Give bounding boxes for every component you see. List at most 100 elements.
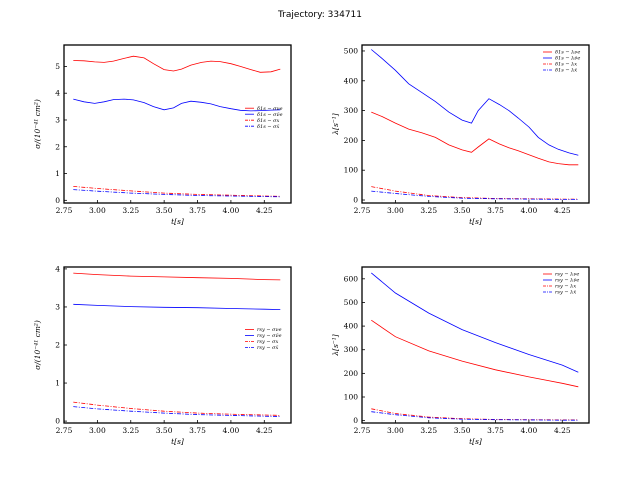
subplot-3: 2.75 3.00 3.25 3.50 3.75 4.00 4.25 0 1 2 3 4 t[s] σ/(… (33, 264, 292, 446)
subplot-1: 2.75 3.00 3.25 3.50 3.75 4.00 4.25 0 1 2 3 4 5 t[s] σ/… (33, 44, 292, 226)
subplot-2: 2.75 3.00 3.25 3.50 3.75 4.00 4.25 0 100 200 300 40… (331, 44, 590, 226)
y-tick-label: 400 (344, 76, 359, 85)
x-tick-label: 3.00 (89, 206, 106, 215)
series-line-4 (73, 406, 281, 417)
legend-label: rsy − σx̄ (257, 345, 279, 351)
legend-label: rsy − λνe (555, 272, 579, 278)
legend-label: δ1s − λx (555, 62, 577, 68)
y-tick-label: 100 (344, 166, 359, 175)
x-tick-label: 3.00 (387, 426, 404, 435)
y-tick-label: 0 (353, 196, 358, 205)
series-line-1 (371, 319, 579, 388)
series-line-2 (73, 303, 281, 310)
x-tick-label: 4.25 (554, 206, 571, 215)
axes-frame (63, 44, 292, 204)
legend-label: δ1s − λν̄e (555, 56, 580, 62)
x-tick-label: 2.75 (56, 206, 73, 215)
x-tick-label: 3.00 (387, 206, 404, 215)
y-tick-label: 2 (55, 341, 60, 350)
axes-frame (361, 44, 590, 204)
y-tick-label: 100 (344, 393, 359, 402)
x-axis-label: t[s] (171, 217, 184, 226)
series-line-1 (371, 111, 579, 166)
y-tick-label: 2 (55, 142, 60, 151)
x-tick-label: 2.75 (56, 426, 73, 435)
series-line-2 (371, 272, 579, 373)
y-tick-label: 3 (55, 115, 60, 124)
x-tick-label: 2.75 (354, 206, 371, 215)
x-tick-label: 4.25 (256, 206, 273, 215)
y-axis-label: σ/(10⁻⁴¹ cm²) (33, 99, 42, 149)
x-tick-label: 3.00 (89, 426, 106, 435)
legend-label: δ1s − σx̄ (257, 124, 280, 130)
x-tick-label: 3.50 (156, 426, 173, 435)
x-axis-label: t[s] (469, 217, 482, 226)
x-tick-label: 4.25 (554, 426, 571, 435)
y-tick-label: 600 (344, 274, 359, 283)
y-tick-label: 200 (344, 369, 359, 378)
y-axis-label: σ/(10⁻⁴¹ cm²) (33, 320, 42, 370)
axes-frame (361, 266, 590, 424)
y-tick-label: 5 (55, 62, 60, 71)
series-line-1 (73, 272, 281, 281)
x-tick-label: 3.75 (487, 206, 504, 215)
x-tick-label: 4.00 (223, 426, 240, 435)
series-line-3 (371, 186, 579, 200)
y-tick-label: 3 (55, 302, 60, 311)
legend-label: rsy − σx (257, 339, 279, 345)
legend-label: δ1s − σx (257, 118, 280, 124)
y-tick-label: 4 (55, 264, 60, 273)
legend-label: rsy − λx̄ (555, 290, 576, 296)
y-tick-label: 400 (344, 322, 359, 331)
y-axis-label: λ[s⁻¹] (331, 334, 340, 356)
y-tick-label: 0 (55, 196, 60, 205)
y-tick-label: 500 (344, 46, 359, 55)
legend-label: rsy − λx (555, 284, 576, 290)
x-tick-label: 3.75 (189, 206, 206, 215)
series-line-3 (371, 408, 579, 421)
x-tick-label: 4.00 (223, 206, 240, 215)
x-tick-label: 3.25 (122, 426, 139, 435)
x-tick-label: 2.75 (354, 426, 371, 435)
legend-label: δ1s − σνe (257, 106, 283, 112)
x-tick-label: 3.50 (454, 426, 471, 435)
legend-label: rsy − λν̄e (555, 278, 579, 284)
x-tick-label: 4.25 (256, 426, 273, 435)
x-axis-label: t[s] (469, 437, 482, 446)
y-tick-label: 4 (55, 89, 60, 98)
series-line-1 (73, 55, 281, 73)
y-tick-label: 1 (55, 169, 60, 178)
x-tick-label: 3.25 (122, 206, 139, 215)
legend-label: rsy − σνe (257, 327, 282, 333)
series-line-3 (73, 186, 281, 197)
x-tick-label: 3.25 (420, 206, 437, 215)
series-line-4 (371, 411, 579, 421)
y-tick-label: 0 (55, 417, 60, 426)
y-tick-label: 500 (344, 298, 359, 307)
x-tick-label: 3.25 (420, 426, 437, 435)
y-tick-label: 300 (344, 345, 359, 354)
legend-label: δ1s − σν̄e (257, 112, 283, 118)
series-line-4 (371, 190, 579, 200)
legend-label: δ1s − λνe (555, 50, 580, 56)
series-line-3 (73, 401, 281, 416)
x-tick-label: 4.00 (521, 426, 538, 435)
series-line-4 (73, 189, 281, 198)
y-tick-label: 1 (55, 379, 60, 388)
y-tick-label: 200 (344, 136, 359, 145)
y-axis-label: λ[s⁻¹] (331, 113, 340, 135)
x-tick-label: 3.50 (454, 206, 471, 215)
series-line-2 (73, 98, 281, 112)
subplot-4: 2.75 3.00 3.25 3.50 3.75 4.00 4.25 0 100 200 300 40… (331, 266, 590, 446)
legend-label: rsy − σν̄e (257, 333, 282, 339)
x-tick-label: 4.00 (521, 206, 538, 215)
figure-title: Trajectory: 334711 (277, 10, 362, 20)
x-tick-label: 3.75 (487, 426, 504, 435)
y-tick-label: 300 (344, 106, 359, 115)
legend-label: δ1s − λx̄ (555, 68, 577, 74)
